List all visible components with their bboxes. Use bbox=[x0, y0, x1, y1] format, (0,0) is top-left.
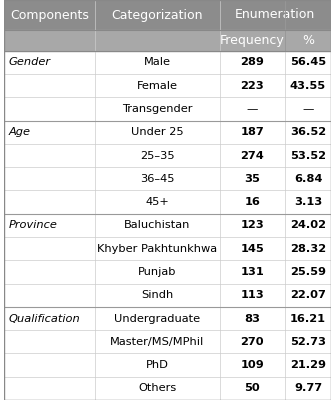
Text: 131: 131 bbox=[240, 267, 264, 277]
Text: 25.59: 25.59 bbox=[290, 267, 326, 277]
Text: Master/MS/MPhil: Master/MS/MPhil bbox=[110, 337, 205, 347]
Text: 24.02: 24.02 bbox=[290, 220, 326, 230]
Text: Baluchistan: Baluchistan bbox=[124, 220, 191, 230]
Text: 52.73: 52.73 bbox=[290, 337, 326, 347]
Text: Province: Province bbox=[8, 220, 57, 230]
Bar bbox=[4, 167, 331, 190]
Text: 145: 145 bbox=[240, 244, 264, 254]
Bar bbox=[4, 0, 331, 30]
Text: 22.07: 22.07 bbox=[290, 290, 326, 300]
Text: —: — bbox=[247, 104, 258, 114]
Text: —: — bbox=[302, 104, 314, 114]
Text: Categorization: Categorization bbox=[112, 8, 203, 22]
Bar bbox=[4, 74, 331, 97]
Bar bbox=[4, 121, 331, 144]
Text: 36.52: 36.52 bbox=[290, 127, 326, 137]
Bar bbox=[4, 190, 331, 214]
Text: Age: Age bbox=[8, 127, 30, 137]
Bar bbox=[4, 354, 331, 377]
Text: Male: Male bbox=[144, 58, 171, 68]
Text: 56.45: 56.45 bbox=[290, 58, 326, 68]
Text: 83: 83 bbox=[244, 314, 260, 324]
Text: Sindh: Sindh bbox=[141, 290, 173, 300]
Text: 123: 123 bbox=[240, 220, 264, 230]
Text: Frequency: Frequency bbox=[220, 34, 285, 47]
Text: 16: 16 bbox=[244, 197, 260, 207]
Text: 35: 35 bbox=[244, 174, 260, 184]
Text: Khyber Pakhtunkhwa: Khyber Pakhtunkhwa bbox=[97, 244, 217, 254]
Text: 21.29: 21.29 bbox=[290, 360, 326, 370]
Bar bbox=[4, 30, 331, 51]
Text: Transgender: Transgender bbox=[122, 104, 193, 114]
Text: Components: Components bbox=[10, 8, 89, 22]
Text: 109: 109 bbox=[240, 360, 264, 370]
Text: 50: 50 bbox=[245, 383, 260, 393]
Text: 270: 270 bbox=[241, 337, 264, 347]
Bar bbox=[4, 237, 331, 260]
Text: Undergraduate: Undergraduate bbox=[114, 314, 201, 324]
Bar bbox=[4, 97, 331, 121]
Text: 36–45: 36–45 bbox=[140, 174, 175, 184]
Bar bbox=[4, 214, 331, 237]
Text: 113: 113 bbox=[240, 290, 264, 300]
Bar bbox=[4, 377, 331, 400]
Text: 3.13: 3.13 bbox=[294, 197, 322, 207]
Bar bbox=[4, 307, 331, 330]
Text: Qualification: Qualification bbox=[8, 314, 80, 324]
Bar bbox=[4, 51, 331, 74]
Text: 53.52: 53.52 bbox=[290, 150, 326, 160]
Text: 289: 289 bbox=[240, 58, 264, 68]
Text: 223: 223 bbox=[240, 81, 264, 91]
Text: PhD: PhD bbox=[146, 360, 169, 370]
Text: Punjab: Punjab bbox=[138, 267, 177, 277]
Text: 274: 274 bbox=[240, 150, 264, 160]
Text: 45+: 45+ bbox=[146, 197, 169, 207]
Bar bbox=[4, 284, 331, 307]
Text: 25–35: 25–35 bbox=[140, 150, 175, 160]
Text: %: % bbox=[302, 34, 314, 47]
Text: Under 25: Under 25 bbox=[131, 127, 184, 137]
Text: 28.32: 28.32 bbox=[290, 244, 326, 254]
Text: 16.21: 16.21 bbox=[290, 314, 326, 324]
Text: 187: 187 bbox=[240, 127, 264, 137]
Text: 9.77: 9.77 bbox=[294, 383, 322, 393]
Bar bbox=[4, 260, 331, 284]
Text: 43.55: 43.55 bbox=[290, 81, 326, 91]
Text: Enumeration: Enumeration bbox=[235, 8, 315, 22]
Text: Gender: Gender bbox=[8, 58, 50, 68]
Text: Female: Female bbox=[137, 81, 178, 91]
Bar bbox=[4, 330, 331, 354]
Text: 6.84: 6.84 bbox=[294, 174, 322, 184]
Text: Others: Others bbox=[138, 383, 176, 393]
Bar bbox=[4, 144, 331, 167]
